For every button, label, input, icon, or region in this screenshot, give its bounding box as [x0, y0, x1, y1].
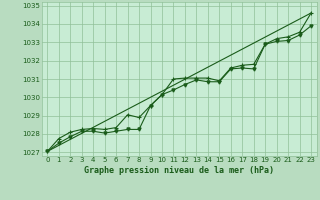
X-axis label: Graphe pression niveau de la mer (hPa): Graphe pression niveau de la mer (hPa) — [84, 166, 274, 175]
